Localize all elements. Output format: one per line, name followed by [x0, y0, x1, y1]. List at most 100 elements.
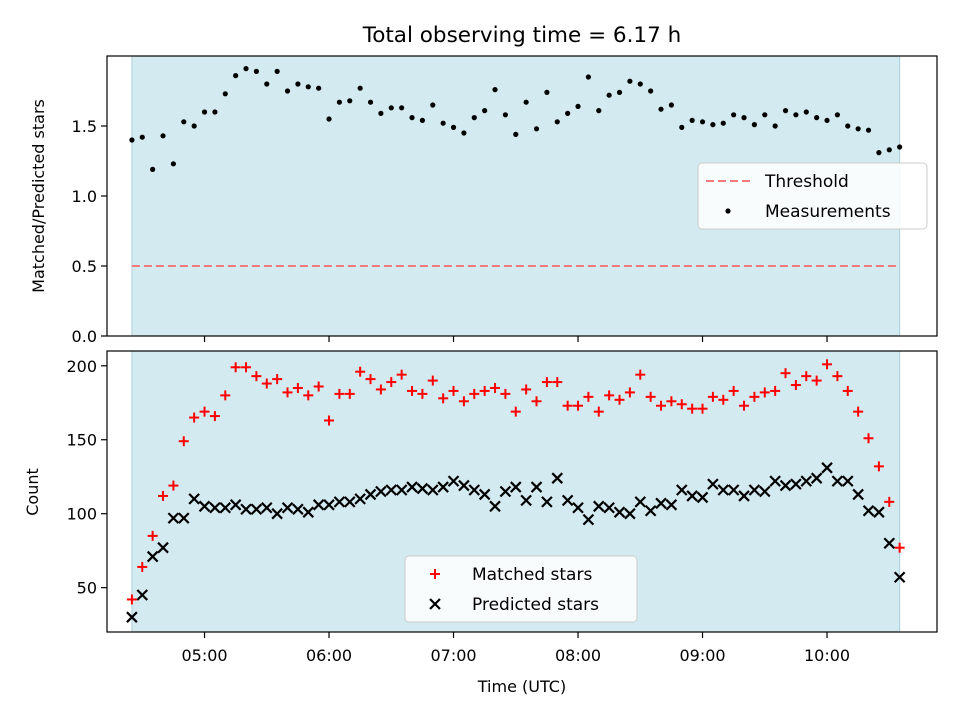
predicted-star-point-b [385, 484, 398, 496]
predicted-star-point [520, 494, 532, 507]
predicted-star-point-b [541, 496, 553, 508]
count-panel: 50 100 150 200 05:00 06:00 07:00 08:00 09:00 10:0… [66, 350, 938, 665]
measurement-point [378, 110, 384, 116]
measurement-point [492, 87, 498, 93]
measurement-point [243, 66, 249, 72]
predicted-star-point-b [561, 494, 574, 507]
predicted-star-point-b [758, 485, 771, 498]
predicted-star-point [675, 484, 688, 496]
measurement-point [388, 105, 394, 111]
matched-star-point [718, 394, 729, 405]
measurement-point [814, 115, 820, 121]
predicted-star-point-b [458, 479, 470, 492]
measurement-point [751, 122, 758, 128]
predicted-star-point-b [426, 484, 439, 496]
predicted-star-point [395, 484, 408, 496]
predicted-star-point-b [800, 475, 813, 487]
matched-star-point [469, 388, 480, 399]
predicted-star-point-b [831, 475, 844, 487]
measurement-point [731, 112, 737, 118]
matched-star-point [209, 411, 220, 422]
measurement-point [627, 78, 633, 84]
predicted-star-point-b [395, 484, 408, 496]
measurement-point [772, 123, 778, 129]
predicted-star-point [146, 550, 159, 563]
predicted-star-point-b [281, 501, 294, 514]
predicted-star-point [821, 462, 833, 474]
predicted-star-point [800, 475, 813, 487]
predicted-star-point [613, 506, 626, 518]
measurement-point [658, 106, 664, 112]
measurement-point [585, 74, 592, 80]
measurement-point [897, 144, 903, 150]
x-tick-label: 10:00 [804, 646, 850, 665]
x-tick-label: 06:00 [306, 646, 352, 665]
predicted-star-point-b [260, 501, 273, 514]
predicted-star-point [655, 497, 667, 510]
x-tick-label: 05:00 [181, 646, 227, 665]
predicted-star-point [271, 507, 283, 520]
measurement-point [533, 126, 540, 132]
predicted-star-point-b [810, 472, 823, 484]
predicted-star-point [219, 501, 232, 514]
measurement-point [637, 81, 643, 87]
measurement-point [710, 122, 716, 128]
matched-star-point [355, 366, 366, 377]
measurement-point [513, 131, 519, 137]
matched-star-point [863, 433, 874, 444]
matched-star-point [510, 406, 521, 417]
predicted-star-point [312, 499, 325, 511]
predicted-star-point [758, 485, 771, 498]
predicted-star-point-b [655, 497, 667, 510]
measurement-point [699, 119, 706, 125]
count-y-axis-label: Count [23, 468, 42, 516]
matched-star-point [500, 388, 511, 399]
measurement-point [222, 91, 228, 97]
predicted-star-point-b [364, 488, 377, 501]
predicted-star-point [385, 484, 398, 496]
chart-title: Total observing time = 6.17 h [362, 23, 682, 48]
predicted-star-point-b [665, 499, 678, 511]
predicted-star-point [167, 512, 180, 524]
predicted-star-point [707, 478, 719, 490]
predicted-star-point [582, 513, 595, 526]
matched-star-point [656, 400, 667, 411]
axes-frame [106, 350, 938, 633]
predicted-star-point-b [271, 507, 283, 520]
x-tick-label: 09:00 [679, 646, 725, 665]
predicted-star-point-b [779, 479, 792, 492]
predicted-star-point-b [177, 512, 190, 524]
predicted-star-point-b [198, 500, 211, 513]
predicted-star-point-b [769, 475, 781, 487]
matched-star-point [417, 388, 428, 399]
measurement-point [616, 89, 623, 95]
predicted-star-point [592, 500, 605, 513]
matched-star-point [552, 377, 563, 388]
measurement-point [461, 130, 467, 136]
predicted-star-point-b [126, 611, 138, 623]
predicted-star-point [323, 499, 335, 511]
measurement-point [886, 147, 892, 153]
measurement-point [347, 98, 353, 104]
matched-star-point [894, 542, 905, 553]
legend-label: Predicted stars [472, 595, 599, 615]
y-tick-label: 0.5 [72, 257, 97, 276]
predicted-star-point-b [136, 589, 149, 601]
predicted-star-point [541, 496, 553, 508]
legend: Threshold Measurements [697, 162, 928, 230]
predicted-star-point [862, 504, 875, 517]
matched-star-point [853, 406, 864, 417]
predicted-star-point-b [707, 478, 719, 490]
legend-box [404, 555, 638, 623]
measurement-point [326, 116, 332, 122]
ratio-y-axis-label: Matched/Predicted stars [29, 99, 48, 293]
predicted-star-point-b [354, 493, 366, 505]
matched-star-point [386, 377, 397, 388]
predicted-star-point-b [509, 481, 522, 493]
measurement-point [316, 85, 322, 91]
matched-star-point [241, 362, 252, 373]
measurement-point [606, 92, 612, 98]
predicted-star-point-b [582, 513, 595, 526]
predicted-star-point-b [821, 462, 833, 474]
matched-star-point [770, 385, 781, 396]
